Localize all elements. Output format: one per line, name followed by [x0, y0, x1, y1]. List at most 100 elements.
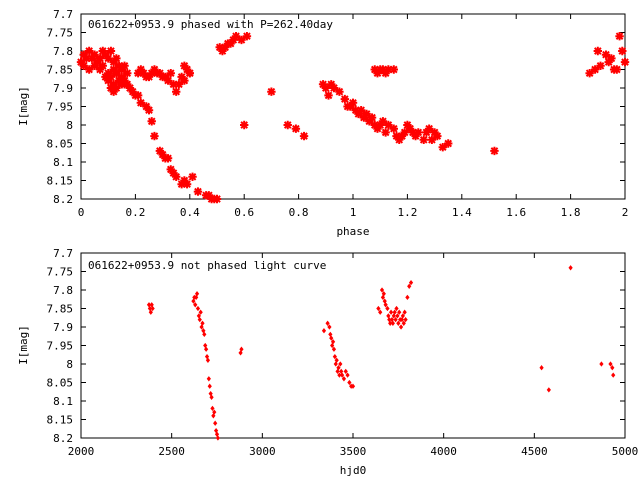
- phased-data-point: [604, 57, 613, 67]
- phased-data-point: [112, 69, 121, 78]
- unphased-data-point: [210, 405, 215, 412]
- unphased-data-point: [407, 283, 412, 289]
- phased-x-tick-label: 1.2: [397, 206, 417, 219]
- unphased-data-point: [393, 316, 398, 323]
- phased-data-point: [174, 80, 184, 89]
- unphased-y-axis-label: I[mag]: [17, 325, 30, 365]
- phased-x-tick-label: 1.8: [561, 206, 581, 219]
- unphased-data-point: [350, 383, 356, 389]
- phased-data-point: [403, 120, 412, 130]
- phased-y-tick-label: 8.05: [47, 138, 74, 151]
- phased-data-point: [169, 168, 178, 178]
- unphased-data-point: [208, 390, 213, 397]
- unphased-y-tick-label: 8.05: [47, 377, 74, 390]
- phased-data-point: [351, 106, 360, 115]
- phased-data-point: [585, 69, 594, 78]
- unphased-data-point: [337, 372, 342, 378]
- unphased-data-point: [400, 313, 405, 319]
- phased-data-point: [104, 69, 113, 78]
- phased-x-tick-label: 1.6: [506, 206, 526, 219]
- unphased-data-point: [199, 324, 204, 330]
- phased-data-point: [84, 46, 94, 56]
- unphased-x-tick-label: 5000: [612, 445, 639, 458]
- phased-data-point: [329, 83, 339, 93]
- unphased-x-tick-label: 4500: [521, 445, 548, 458]
- phased-x-tick-label: 0: [78, 206, 85, 219]
- phased-y-tick-label: 7.8: [53, 45, 73, 58]
- phased-y-tick-label: 7.85: [47, 64, 74, 77]
- phased-data-point: [87, 54, 97, 63]
- phased-x-tick-label: 1.4: [452, 206, 472, 219]
- phased-x-axis-label: phase: [336, 225, 369, 238]
- phased-data-point: [98, 46, 107, 56]
- unphased-data-point: [396, 320, 401, 326]
- phased-data-point: [142, 102, 151, 111]
- phased-data-point: [596, 61, 605, 70]
- phased-data-point: [95, 65, 105, 74]
- unphased-data-point: [238, 350, 243, 356]
- unphased-data-point: [215, 435, 221, 441]
- phased-data-point: [177, 180, 186, 189]
- phased-x-tick-label: 0.6: [234, 206, 254, 219]
- unphased-data-point: [214, 431, 220, 437]
- unphased-data-point: [195, 305, 201, 312]
- phased-data-point: [590, 65, 600, 74]
- phased-y-tick-label: 7.95: [47, 101, 74, 114]
- unphased-data-point: [381, 291, 386, 297]
- phased-data-point: [397, 131, 407, 141]
- unphased-data-point: [388, 309, 394, 315]
- unphased-data-point: [211, 413, 216, 419]
- phased-data-point: [370, 65, 379, 74]
- phased-data-point: [136, 65, 146, 74]
- phased-data-point: [114, 76, 124, 85]
- unphased-y-tick-label: 7.85: [47, 303, 74, 316]
- phased-data-point: [389, 65, 398, 74]
- phased-data-point: [335, 87, 344, 96]
- unphased-data-point: [194, 291, 200, 297]
- unphased-x-axis-label: hjd0: [340, 464, 367, 477]
- unphased-data-point: [380, 294, 386, 301]
- phased-data-point: [172, 87, 181, 96]
- phased-data-point: [422, 128, 431, 137]
- unphased-data-point: [343, 368, 348, 375]
- unphased-data-point: [399, 316, 405, 323]
- phased-data-point: [359, 113, 369, 122]
- unphased-data-point: [338, 361, 343, 367]
- unphased-data-point: [202, 331, 207, 338]
- phased-light-curve-panel: 061622+0953.9 phased with P=262.40day ph…: [17, 8, 630, 238]
- phased-data-point: [95, 54, 105, 63]
- unphased-data-point: [194, 294, 199, 301]
- phased-data-point: [180, 61, 189, 70]
- unphased-data-point: [321, 328, 327, 334]
- phased-y-axis-label: I[mag]: [17, 86, 30, 126]
- unphased-data-point: [347, 379, 352, 386]
- phased-axis-ticks: 0 0.2 0.4 0.6 0.8 1 1.2 1.4 1.6 1.8 2 7.7 7.75 7.8 7.8…: [47, 8, 629, 219]
- phased-data-point: [161, 72, 170, 82]
- unphased-y-tick-label: 7.9: [53, 321, 73, 334]
- unphased-data-point: [146, 302, 152, 308]
- phased-data-point: [392, 131, 401, 141]
- phased-data-point: [120, 76, 129, 85]
- phased-data-point: [218, 46, 227, 56]
- phased-data-point: [593, 46, 602, 56]
- phased-data-point: [346, 102, 355, 111]
- unphased-data-point: [382, 298, 387, 304]
- unphased-light-curve-panel: 061622+0953.9 not phased light curve hjd…: [17, 247, 638, 477]
- phased-data-point: [84, 65, 94, 74]
- unphased-data-point: [209, 394, 214, 400]
- phased-data-point: [123, 69, 132, 78]
- phased-y-tick-label: 8.1: [53, 156, 73, 169]
- phased-y-tick-label: 7.75: [47, 27, 74, 40]
- phased-data-point: [76, 57, 86, 67]
- unphased-data-point: [383, 302, 388, 308]
- phased-x-tick-label: 1: [350, 206, 357, 219]
- phased-data-point: [98, 61, 107, 70]
- phased-data-point: [90, 50, 99, 59]
- unphased-data-point: [206, 376, 211, 382]
- phased-data-point: [212, 194, 222, 204]
- phased-data-point: [354, 109, 363, 119]
- phased-data-point: [101, 50, 110, 59]
- unphased-data-point: [608, 361, 613, 367]
- unphased-data-point: [385, 305, 390, 312]
- phased-data-point: [612, 65, 622, 74]
